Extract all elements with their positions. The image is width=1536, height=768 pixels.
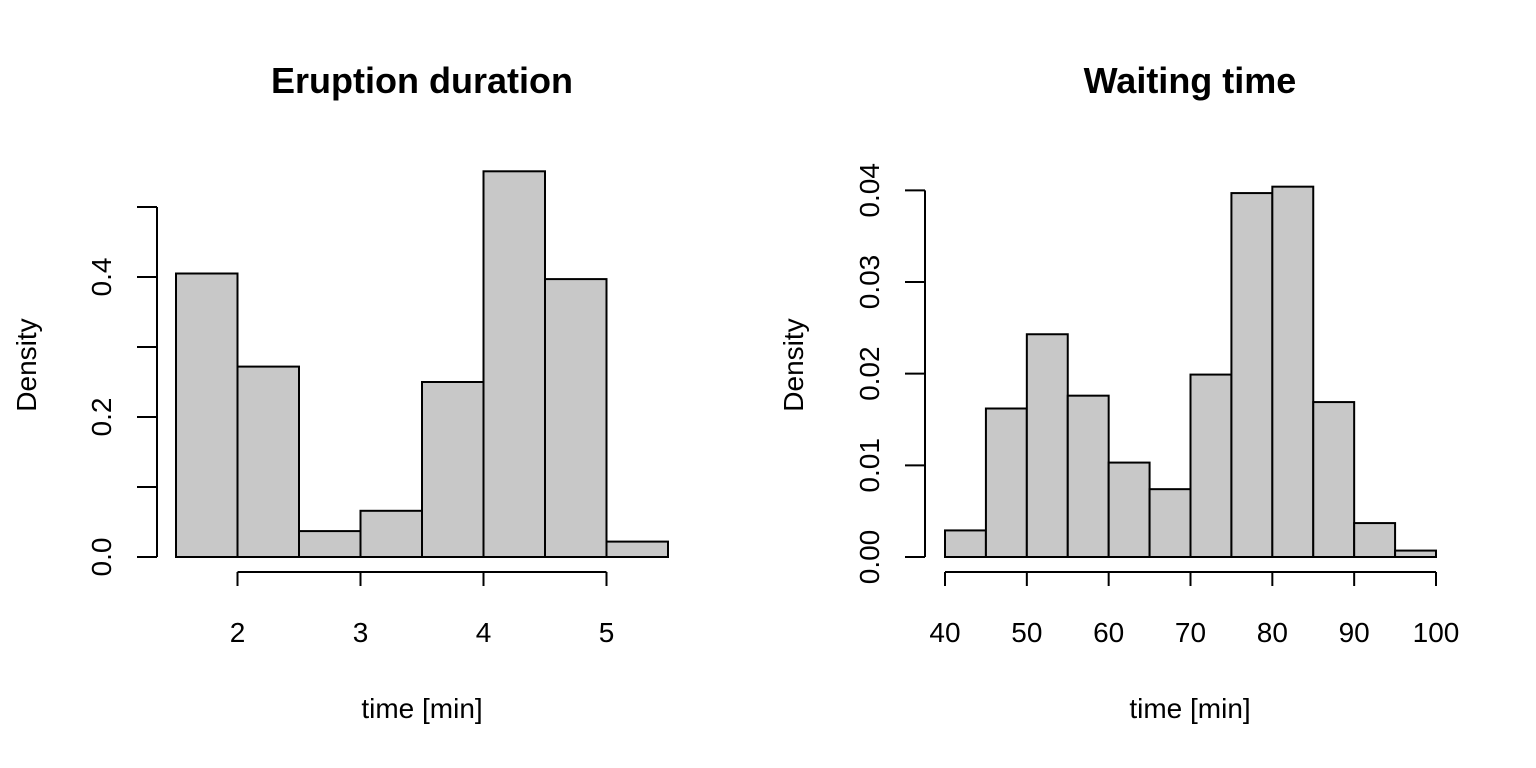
y-tick-label: 0.04 — [854, 163, 885, 218]
x-tick-label: 90 — [1339, 617, 1370, 648]
x-tick-label: 2 — [230, 617, 246, 648]
chart-title: Eruption duration — [271, 60, 573, 101]
y-axis: 0.0 0.2 0.4 — [86, 206, 158, 577]
y-tick-label: 0.00 — [854, 530, 885, 585]
y-tick-label: 0.0 — [86, 538, 117, 577]
histogram-bar — [1025, 333, 1069, 558]
histogram-bar — [359, 509, 423, 558]
y-tick-label: 0.01 — [854, 438, 885, 493]
histogram-bar — [944, 529, 987, 559]
histogram-bar — [605, 540, 669, 558]
histogram-bar — [1189, 373, 1233, 559]
histogram-bar — [1148, 488, 1192, 558]
x-tick-label: 100 — [1413, 617, 1460, 648]
x-tick-label: 50 — [1011, 617, 1042, 648]
histogram-bars — [175, 170, 669, 559]
y-tick-label: 0.03 — [854, 255, 885, 310]
histogram-bar — [984, 407, 1028, 558]
histogram-bar — [1230, 192, 1274, 558]
y-axis-label: Density — [11, 318, 42, 411]
y-axis: 0.00 0.01 0.02 0.03 0.04 — [854, 163, 926, 585]
x-tick-label: 4 — [476, 617, 492, 648]
histogram-bar — [1107, 461, 1151, 559]
x-tick-label: 60 — [1093, 617, 1124, 648]
histogram-bar — [1271, 185, 1315, 559]
histogram-bar — [482, 170, 546, 559]
histogram-bar — [236, 365, 300, 558]
y-tick-label: 0.2 — [86, 398, 117, 437]
x-axis: 40 50 60 70 80 90 100 — [929, 571, 1460, 648]
y-tick-label: 0.4 — [86, 258, 117, 297]
x-tick-label: 40 — [929, 617, 960, 648]
histogram-bar — [175, 272, 239, 558]
histogram-bar — [1312, 401, 1356, 559]
histogram-bar — [1394, 549, 1438, 558]
x-axis-label: time [min] — [361, 693, 482, 724]
x-tick-label: 80 — [1257, 617, 1288, 648]
x-tick-label: 3 — [353, 617, 369, 648]
x-axis: 2 3 4 5 — [230, 571, 615, 648]
x-tick-label: 70 — [1175, 617, 1206, 648]
histogram-bar — [544, 278, 608, 558]
y-tick-label: 0.02 — [854, 346, 885, 401]
histogram-bars — [944, 185, 1438, 559]
x-axis-label: time [min] — [1129, 693, 1250, 724]
chart-title: Waiting time — [1084, 60, 1297, 101]
y-axis-label: Density — [778, 318, 809, 411]
histogram-bar — [1066, 394, 1110, 558]
x-tick-label: 5 — [599, 617, 615, 648]
histogram-bar — [1353, 522, 1397, 558]
waiting-time-panel: Waiting time time [min] Density 40 50 60 70… — [778, 60, 1459, 724]
histogram-bar — [421, 381, 485, 558]
histogram-bar — [298, 530, 362, 558]
eruption-duration-panel: Eruption duration time [min] Density 2 3 4… — [11, 60, 669, 724]
